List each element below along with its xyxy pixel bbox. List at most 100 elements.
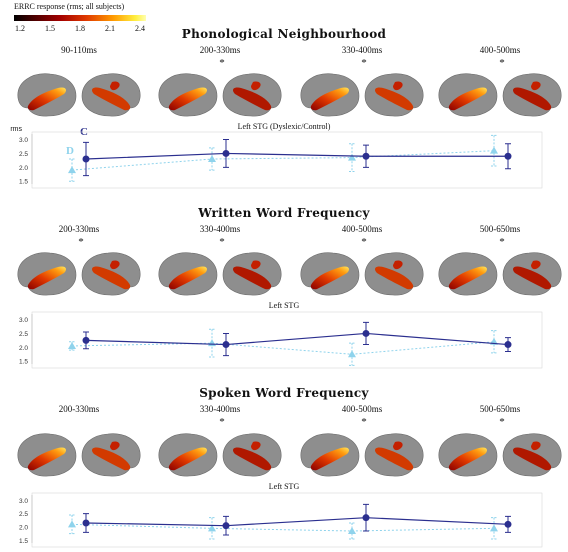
time-window-label: 400-500ms — [479, 45, 521, 55]
significance-star: * — [361, 416, 367, 428]
activation-right — [92, 447, 131, 471]
activation-frontal — [110, 441, 120, 451]
activation-left — [27, 447, 67, 471]
data-point-dyslexic — [68, 341, 76, 349]
data-point-control — [504, 152, 512, 160]
colorbar-tick: 2.1 — [105, 24, 115, 33]
y-tick-label: 1.5 — [19, 179, 28, 186]
data-point-dyslexic — [490, 146, 498, 154]
activation-right — [375, 266, 414, 290]
chart-phonological: 1.5 2.0 2.5 3.0 — [19, 131, 543, 189]
plot-frame — [31, 492, 543, 548]
brain-figure — [297, 247, 427, 299]
brain-figure — [155, 68, 285, 120]
time-window-label: 200-330ms — [58, 404, 100, 414]
y-tick-label: 1.5 — [19, 538, 28, 545]
activation-left — [27, 266, 67, 290]
section-title: Written Word Frequency — [198, 206, 370, 220]
activation-frontal — [251, 441, 261, 451]
activation-left — [310, 266, 349, 290]
activation-left — [310, 447, 349, 471]
time-window-label: 200-330ms — [58, 224, 100, 234]
activation-right — [233, 447, 272, 471]
brain-figure — [14, 428, 144, 480]
data-point-control — [82, 519, 90, 527]
activation-frontal — [531, 81, 541, 91]
brain-pair — [17, 73, 141, 117]
brain-pair — [17, 252, 141, 296]
activation-frontal — [531, 441, 541, 451]
activation-left — [448, 266, 487, 290]
series-line-dyslexic — [71, 523, 495, 532]
activation-right — [92, 266, 131, 290]
brain-figure — [14, 68, 144, 120]
activation-left — [27, 87, 67, 111]
chart-title: Left STG — [268, 482, 300, 491]
activation-frontal — [393, 441, 403, 451]
data-point-dyslexic — [208, 524, 216, 532]
section-title: Phonological Neighbourhood — [181, 27, 387, 41]
brain-pair — [438, 252, 562, 296]
data-point-control — [82, 336, 90, 344]
brain-figure — [435, 68, 565, 120]
data-point-control — [362, 329, 370, 337]
data-point-control — [222, 341, 230, 349]
time-window-label: 90-110ms — [61, 45, 97, 55]
colorbar-title: ERRC response (rms; all subjects) — [14, 2, 125, 11]
data-point-control — [222, 522, 230, 530]
activation-left — [310, 87, 349, 111]
time-window-label: 400-500ms — [341, 224, 383, 234]
brain-pair — [300, 73, 424, 117]
brain-pair — [300, 252, 424, 296]
y-tick-label: 2.5 — [19, 331, 28, 338]
activation-right — [375, 447, 414, 471]
activation-left — [168, 87, 207, 111]
brain-figure — [297, 68, 427, 120]
time-window-label: 400-500ms — [341, 404, 383, 414]
brain-figure — [297, 428, 427, 480]
series-line-control — [85, 332, 509, 346]
activation-frontal — [110, 81, 120, 91]
y-tick-label: 2.5 — [19, 511, 28, 518]
chart-written-frequency: 1.5 2.0 2.5 3.0 — [19, 311, 543, 369]
data-point-control — [82, 155, 90, 163]
activation-right — [513, 447, 552, 471]
data-point-control — [362, 152, 370, 160]
series-line-control — [85, 152, 508, 160]
data-point-dyslexic — [490, 524, 498, 532]
series-line-dyslexic — [71, 150, 495, 171]
activation-frontal — [393, 260, 403, 270]
colorbar-tick: 1.5 — [45, 24, 55, 33]
data-point-dyslexic — [208, 339, 216, 347]
significance-star: * — [361, 57, 367, 69]
data-point-control — [504, 520, 512, 528]
y-tick-label: 2.0 — [19, 165, 28, 172]
time-window-label: 330-400ms — [341, 45, 383, 55]
series-line-dyslexic — [71, 341, 495, 355]
activation-right — [513, 266, 552, 290]
chart-title: Left STG — [268, 301, 300, 310]
significance-star: * — [361, 236, 367, 248]
legend-dyslexic: D — [66, 145, 74, 157]
chart-title: Left STG (Dyslexic/Control) — [237, 122, 331, 131]
y-tick-label: 3.0 — [19, 317, 28, 324]
data-point-dyslexic — [208, 155, 216, 162]
y-tick-label: 1.5 — [19, 359, 28, 366]
y-tick-label: 2.5 — [19, 151, 28, 158]
y-tick-label: 3.0 — [19, 137, 28, 144]
activation-frontal — [251, 81, 261, 91]
data-point-dyslexic — [68, 166, 76, 174]
time-window-label: 200-330ms — [199, 45, 241, 55]
y-tick-label: 2.0 — [19, 525, 28, 532]
activation-left — [448, 87, 487, 111]
significance-star: * — [219, 57, 225, 69]
brain-pair — [17, 433, 141, 477]
error-bar — [209, 328, 215, 358]
activation-left — [168, 447, 207, 471]
colorbar-tick: 2.4 — [135, 24, 145, 33]
brain-figure — [14, 247, 144, 299]
data-point-control — [362, 514, 370, 522]
activation-frontal — [531, 260, 541, 270]
colorbar-tick: 1.8 — [75, 24, 85, 33]
y-tick-label: 3.0 — [19, 498, 28, 505]
